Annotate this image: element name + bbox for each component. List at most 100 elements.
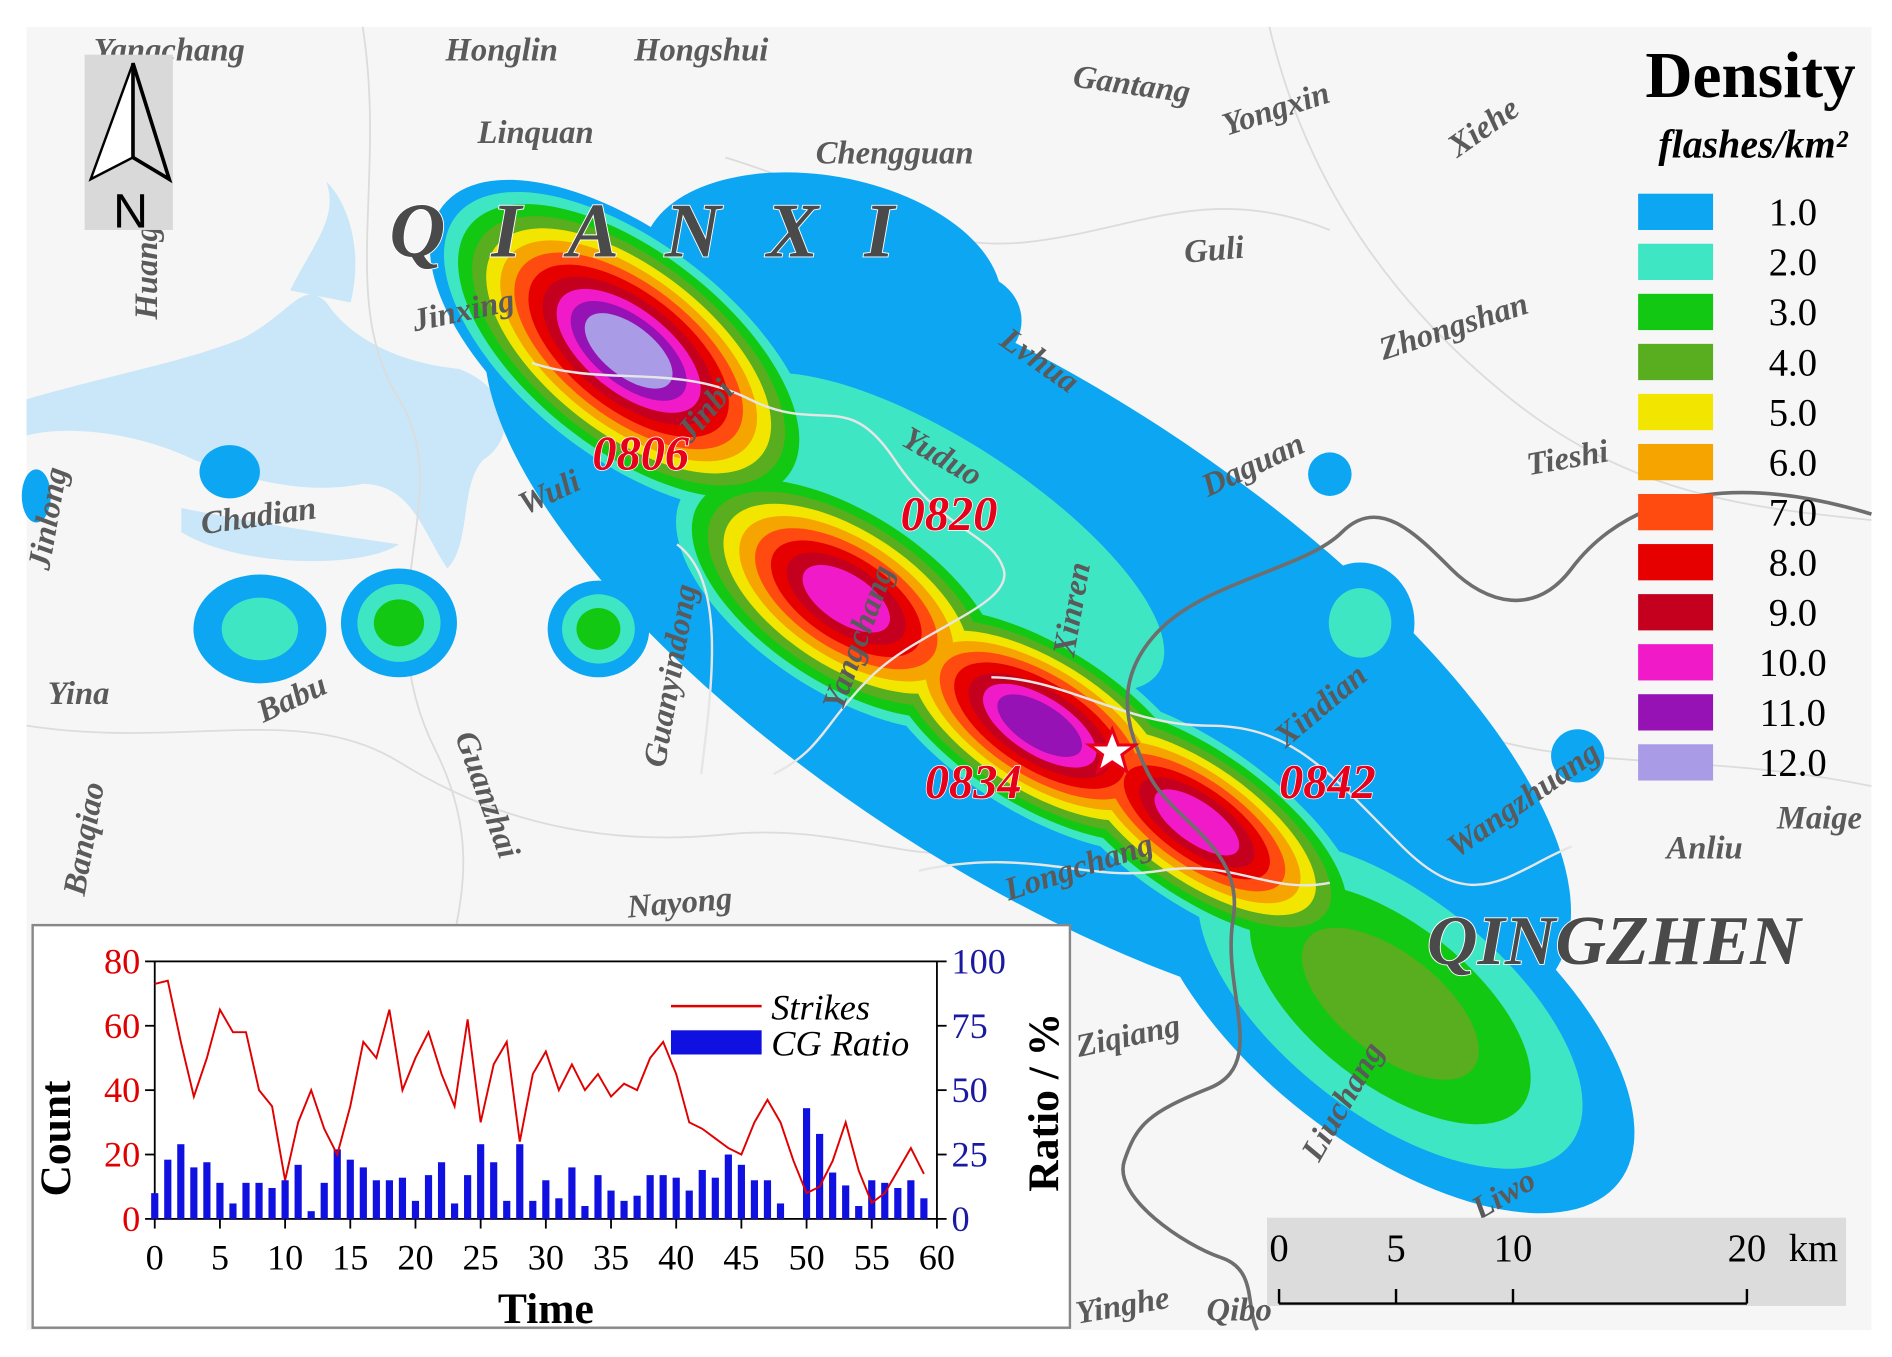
place-label: Maige bbox=[1776, 800, 1862, 836]
bar bbox=[464, 1175, 472, 1219]
bar bbox=[385, 1180, 393, 1219]
bar bbox=[216, 1182, 224, 1219]
bar bbox=[307, 1211, 315, 1219]
event-label: 0820 bbox=[901, 488, 998, 541]
bar bbox=[164, 1159, 172, 1219]
bar bbox=[842, 1185, 850, 1219]
bar bbox=[920, 1198, 928, 1219]
bar bbox=[411, 1200, 420, 1219]
legend-unit: flashes/km² bbox=[1658, 121, 1848, 166]
scale-label: 5 bbox=[1386, 1228, 1405, 1270]
bar bbox=[594, 1175, 602, 1219]
legend-label: 4.0 bbox=[1769, 342, 1817, 384]
bar bbox=[855, 1206, 863, 1219]
place-label: Hongshui bbox=[633, 33, 768, 69]
x-tick-label: 35 bbox=[593, 1238, 629, 1278]
bar bbox=[555, 1198, 563, 1219]
bar bbox=[398, 1177, 407, 1219]
bar bbox=[359, 1167, 367, 1219]
legend-label: Strikes bbox=[771, 987, 870, 1027]
bar bbox=[372, 1180, 380, 1219]
density-zone bbox=[221, 597, 299, 661]
bar bbox=[229, 1203, 237, 1219]
density-zone bbox=[21, 469, 51, 523]
bar bbox=[203, 1162, 211, 1219]
x-tick-label: 10 bbox=[267, 1238, 303, 1278]
place-label: Chengguan bbox=[816, 135, 974, 171]
x-tick-label: 15 bbox=[332, 1238, 368, 1278]
y-axis-title: Count bbox=[32, 1080, 80, 1197]
legend-swatch bbox=[1638, 393, 1714, 431]
legend-label: 6.0 bbox=[1769, 442, 1817, 484]
y-tick-label: 80 bbox=[104, 941, 140, 981]
x-tick-label: 45 bbox=[723, 1238, 759, 1278]
place-label: Huang bbox=[129, 225, 165, 320]
x-tick-label: 60 bbox=[919, 1238, 955, 1278]
y2-tick-label: 75 bbox=[951, 1006, 987, 1046]
x-tick-label: 25 bbox=[463, 1238, 499, 1278]
water bbox=[26, 181, 505, 569]
density-zone bbox=[912, 272, 1022, 370]
scale-bar: 0 5 10 20 km bbox=[1266, 1217, 1847, 1306]
density-layer bbox=[21, 172, 1635, 1214]
x-tick-label: 0 bbox=[146, 1238, 164, 1278]
bar bbox=[255, 1182, 263, 1219]
x-axis-title: Time bbox=[498, 1285, 594, 1333]
density-zone bbox=[1328, 588, 1392, 658]
region-label: QINGZHEN bbox=[1427, 903, 1803, 980]
bar bbox=[450, 1203, 459, 1219]
legend-label: 3.0 bbox=[1769, 292, 1817, 334]
x-tick-label: 55 bbox=[854, 1238, 890, 1278]
north-right bbox=[131, 62, 173, 184]
y-tick-label: 40 bbox=[104, 1070, 140, 1110]
scale-label: 20 bbox=[1728, 1228, 1767, 1270]
legend-swatch bbox=[1638, 443, 1714, 481]
bar bbox=[868, 1180, 876, 1219]
legend-label: 9.0 bbox=[1769, 593, 1817, 635]
bar bbox=[724, 1154, 732, 1219]
legend-title: Density bbox=[1645, 40, 1855, 112]
bar bbox=[242, 1182, 250, 1219]
legend: Density flashes/km² 1.0 2.0 3.0 4.0 5.0 6.0 7.… bbox=[1638, 40, 1856, 785]
bar bbox=[620, 1200, 628, 1219]
density-zone bbox=[576, 607, 621, 650]
legend-swatch bbox=[1638, 694, 1714, 731]
bar bbox=[646, 1175, 654, 1219]
x-tick-label: 50 bbox=[788, 1238, 824, 1278]
bar bbox=[829, 1172, 837, 1219]
place-label: Linquan bbox=[477, 115, 594, 151]
bar bbox=[881, 1182, 889, 1219]
y-tick-label: 0 bbox=[122, 1199, 140, 1239]
place-label: Qibo bbox=[1207, 1292, 1272, 1328]
legend-label: 10.0 bbox=[1759, 643, 1827, 685]
bar bbox=[607, 1190, 615, 1219]
bar bbox=[568, 1167, 576, 1219]
y2-axis-title: Ratio / % bbox=[1020, 1013, 1068, 1192]
bar bbox=[281, 1180, 289, 1219]
bar bbox=[542, 1180, 550, 1219]
y-tick-label: 20 bbox=[104, 1135, 140, 1175]
legend-label: 7.0 bbox=[1769, 492, 1817, 534]
legend-swatch bbox=[1638, 594, 1714, 631]
north-arrow: N bbox=[84, 54, 173, 239]
event-label: 0842 bbox=[1279, 756, 1376, 809]
place-label: Honglin bbox=[445, 33, 558, 69]
bar bbox=[737, 1164, 745, 1219]
density-zone bbox=[1308, 452, 1352, 496]
bar bbox=[633, 1195, 641, 1219]
bar bbox=[516, 1144, 524, 1219]
bar bbox=[424, 1175, 433, 1219]
legend-label: 2.0 bbox=[1769, 242, 1817, 284]
event-label: 0806 bbox=[592, 427, 690, 480]
legend-swatch bbox=[1638, 343, 1714, 381]
bar bbox=[907, 1180, 915, 1219]
legend-label: 8.0 bbox=[1769, 542, 1817, 584]
density-zone bbox=[1551, 729, 1605, 783]
legend-label: 1.0 bbox=[1769, 192, 1817, 234]
bar bbox=[477, 1144, 485, 1219]
density-zone bbox=[802, 564, 890, 633]
y-tick-label: 60 bbox=[104, 1006, 140, 1046]
bar bbox=[776, 1203, 785, 1219]
bar bbox=[659, 1175, 667, 1219]
